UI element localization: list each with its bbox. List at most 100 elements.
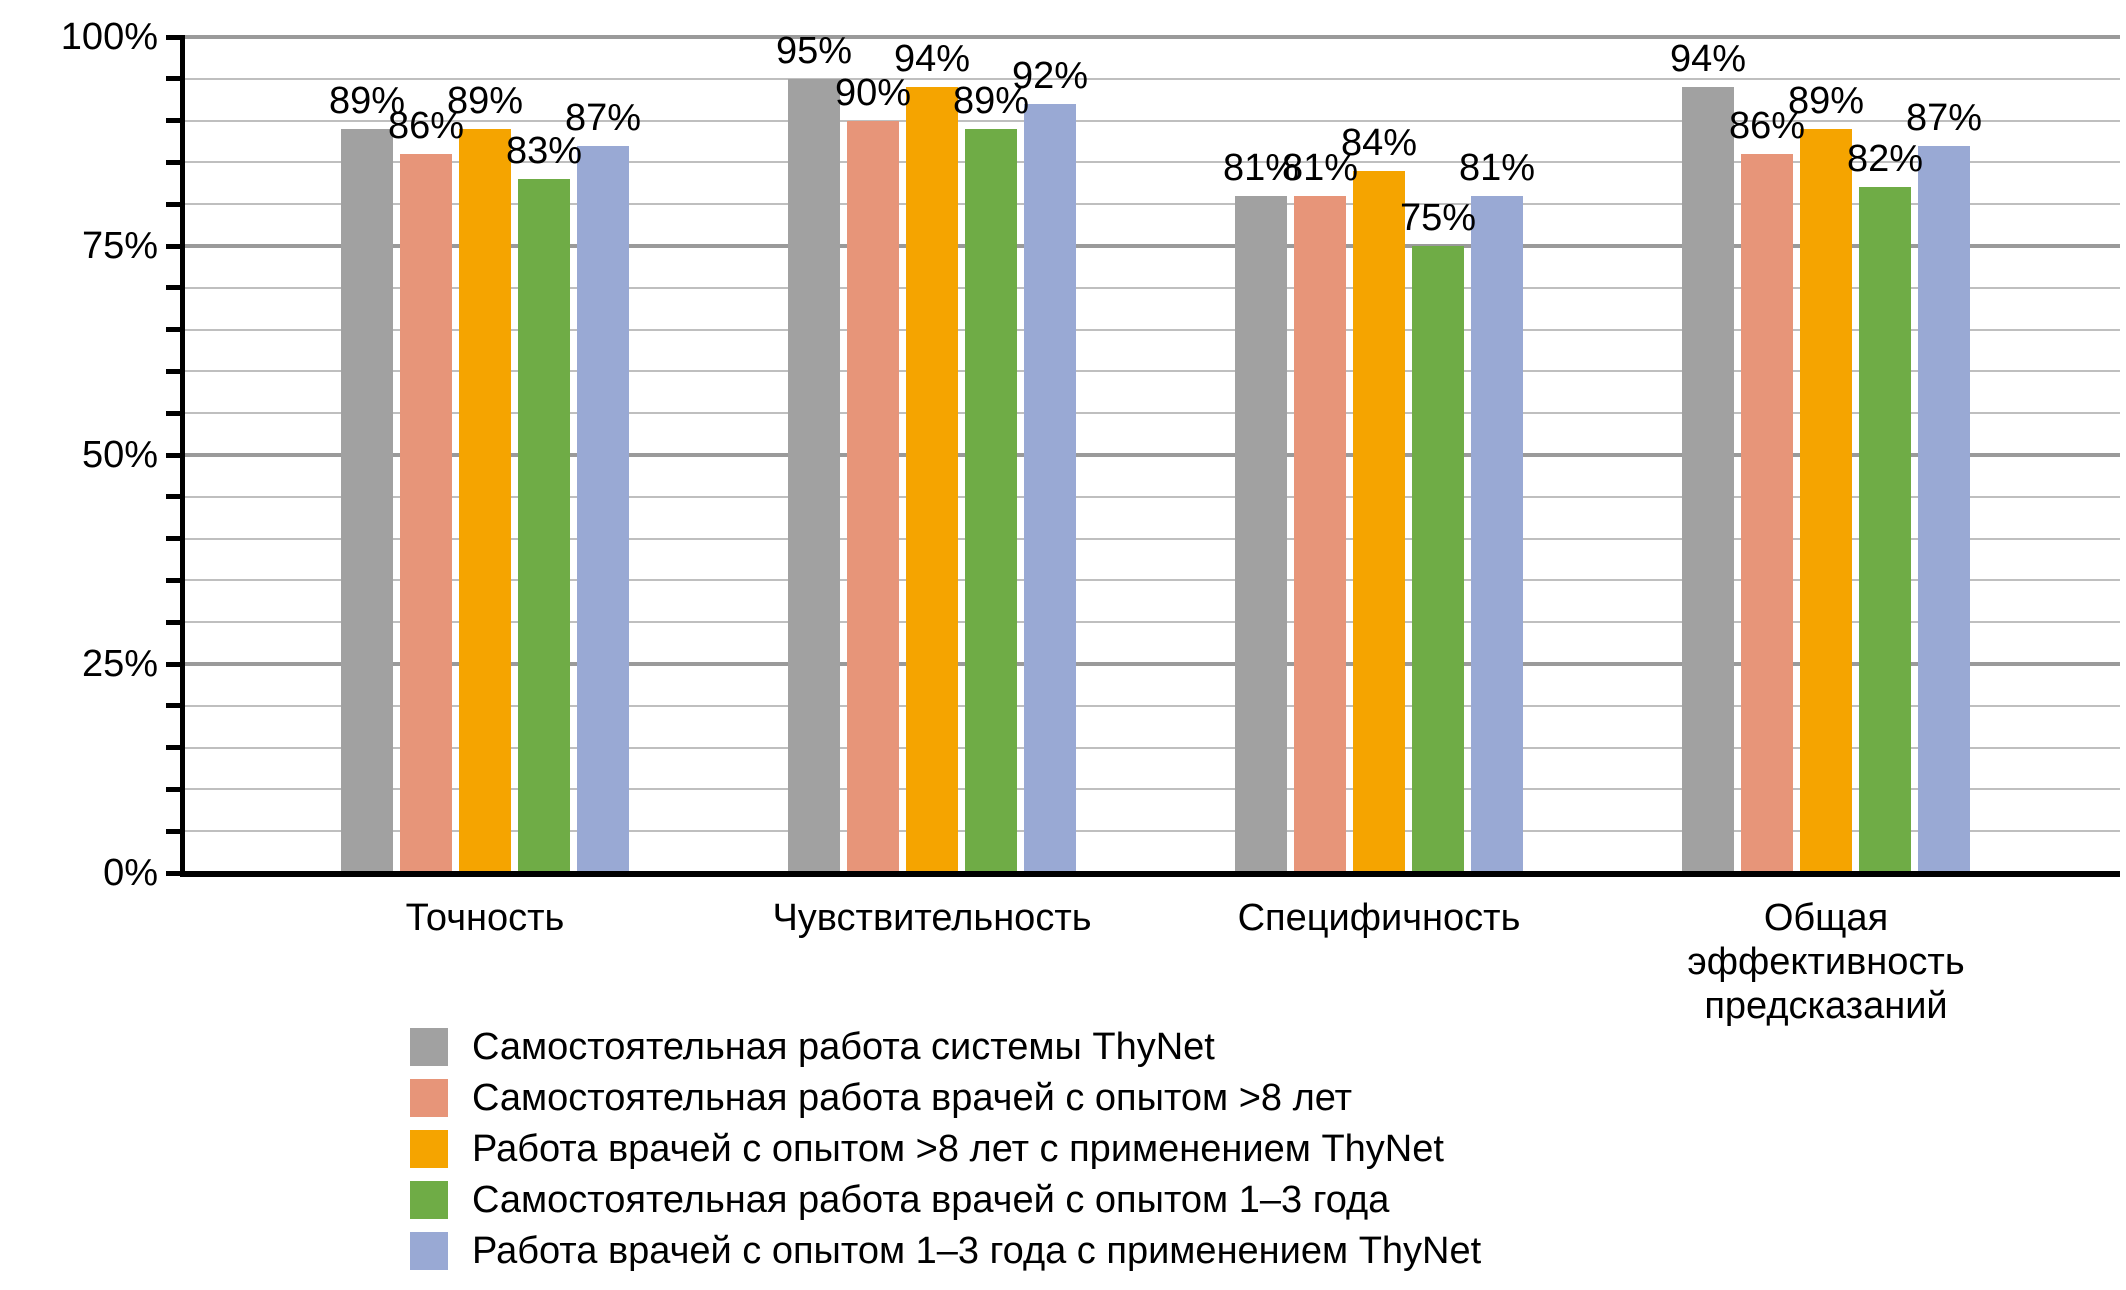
bar [847,120,899,873]
y-axis-tick [166,452,181,458]
y-axis-tick [166,368,181,374]
legend-swatch [410,1079,448,1117]
legend-item: Работа врачей с опытом >8 лет с применен… [410,1130,1444,1168]
y-axis-tick [166,536,181,542]
bar-value-label: 89% [328,79,406,122]
y-axis-tick [166,410,181,416]
legend-item-label: Самостоятельная работа врачей с опытом >… [472,1077,1353,1119]
y-axis-tick-label: 75% [81,225,158,267]
gridline-minor [185,286,2120,289]
gridline-minor [185,77,2120,80]
bar-value-label: 84% [1340,121,1418,164]
y-axis-tick [166,703,181,709]
gridline-minor [185,788,2120,791]
bar [1412,246,1464,873]
bar-value-label: 87% [564,96,642,139]
bar [459,128,511,873]
y-axis-tick [166,870,181,876]
bar-value-label: 81% [1281,146,1359,189]
bar [400,154,452,873]
bar [1471,195,1523,873]
bar-value-label: 95% [775,29,853,72]
bar [788,78,840,873]
bar-value-label: 81% [1222,146,1300,189]
bar [577,145,629,873]
y-axis-tick [166,243,181,249]
legend-item-label: Самостоятельная работа системы ThyNet [472,1026,1215,1068]
y-axis-tick [166,285,181,291]
gridline-minor [185,370,2120,373]
gridline-major [185,244,2120,248]
legend-item: Самостоятельная работа врачей с опытом 1… [410,1181,1389,1219]
bar [1682,87,1734,873]
bar [965,128,1017,873]
y-axis-tick [166,828,181,834]
gridline-minor [185,119,2120,122]
legend-item: Самостоятельная работа системы ThyNet [410,1028,1215,1066]
bar-value-label: 94% [1669,38,1747,81]
bar [518,179,570,873]
gridline-minor [185,161,2120,164]
bar-value-label: 82% [1846,138,1924,181]
bar [1024,103,1076,873]
y-axis-tick [166,327,181,333]
y-axis-tick [166,201,181,207]
legend-item-label: Работа врачей с опытом >8 лет с применен… [472,1128,1444,1170]
gridline-minor [185,328,2120,331]
bar [341,128,393,873]
bar-value-label: 92% [1011,54,1089,97]
x-axis-line [180,871,2120,877]
bar-value-label: 89% [952,79,1030,122]
x-axis-category-label: Чувствительность [772,897,1092,939]
bar-value-label: 89% [446,79,524,122]
y-axis-tick-label: 50% [81,434,158,476]
y-axis-tick [166,34,181,40]
gridline-major [185,662,2120,666]
gridline-minor [185,704,2120,707]
bar [1918,145,1970,873]
gridline-minor [185,746,2120,749]
y-axis-tick [166,661,181,667]
y-axis-tick-label: 100% [60,16,158,58]
y-axis-tick [166,745,181,751]
y-axis-tick-label: 0% [103,852,158,894]
y-axis-line [180,35,185,876]
y-axis-tick [166,118,181,124]
legend-swatch [410,1232,448,1270]
plot-area: 89% 86% 89% 83% 87% 95% 90% 94% 89% 92% 81% 81% 84% 7… [185,31,2120,873]
y-axis-tick [166,494,181,500]
y-axis-tick-label: 25% [81,643,158,685]
bar [1353,170,1405,873]
x-axis-category-label: Точность [405,897,565,939]
legend-swatch [410,1181,448,1219]
x-axis-category-label: Общая эффективность предсказаний [1687,897,1965,1027]
gridline-minor [185,537,2120,540]
y-axis-tick [166,786,181,792]
gridline-minor [185,412,2120,415]
bar-value-label: 87% [1905,96,1983,139]
gridline-minor [185,579,2120,582]
gridline-minor [185,830,2120,833]
legend-item-label: Работа врачей с опытом 1–3 года с примен… [472,1230,1482,1272]
bar [1800,128,1852,873]
y-axis-tick [166,619,181,625]
gridline-minor [185,621,2120,624]
y-axis-tick [166,76,181,82]
bar-value-label: 89% [1787,79,1865,122]
bar [1741,154,1793,873]
gridline-minor [185,203,2120,206]
bar-value-label: 90% [834,71,912,114]
legend-swatch [410,1028,448,1066]
bar [1294,195,1346,873]
x-axis-category-label: Специфичность [1237,897,1521,939]
legend-swatch [410,1130,448,1168]
legend-item: Работа врачей с опытом 1–3 года с примен… [410,1232,1481,1270]
bar [906,87,958,873]
bar-value-label: 81% [1458,146,1536,189]
legend-item: Самостоятельная работа врачей с опытом >… [410,1079,1352,1117]
bar-value-label: 75% [1399,197,1477,239]
legend-item-label: Самостоятельная работа врачей с опытом 1… [472,1179,1390,1221]
gridline-major [185,35,2120,39]
bar [1859,187,1911,873]
